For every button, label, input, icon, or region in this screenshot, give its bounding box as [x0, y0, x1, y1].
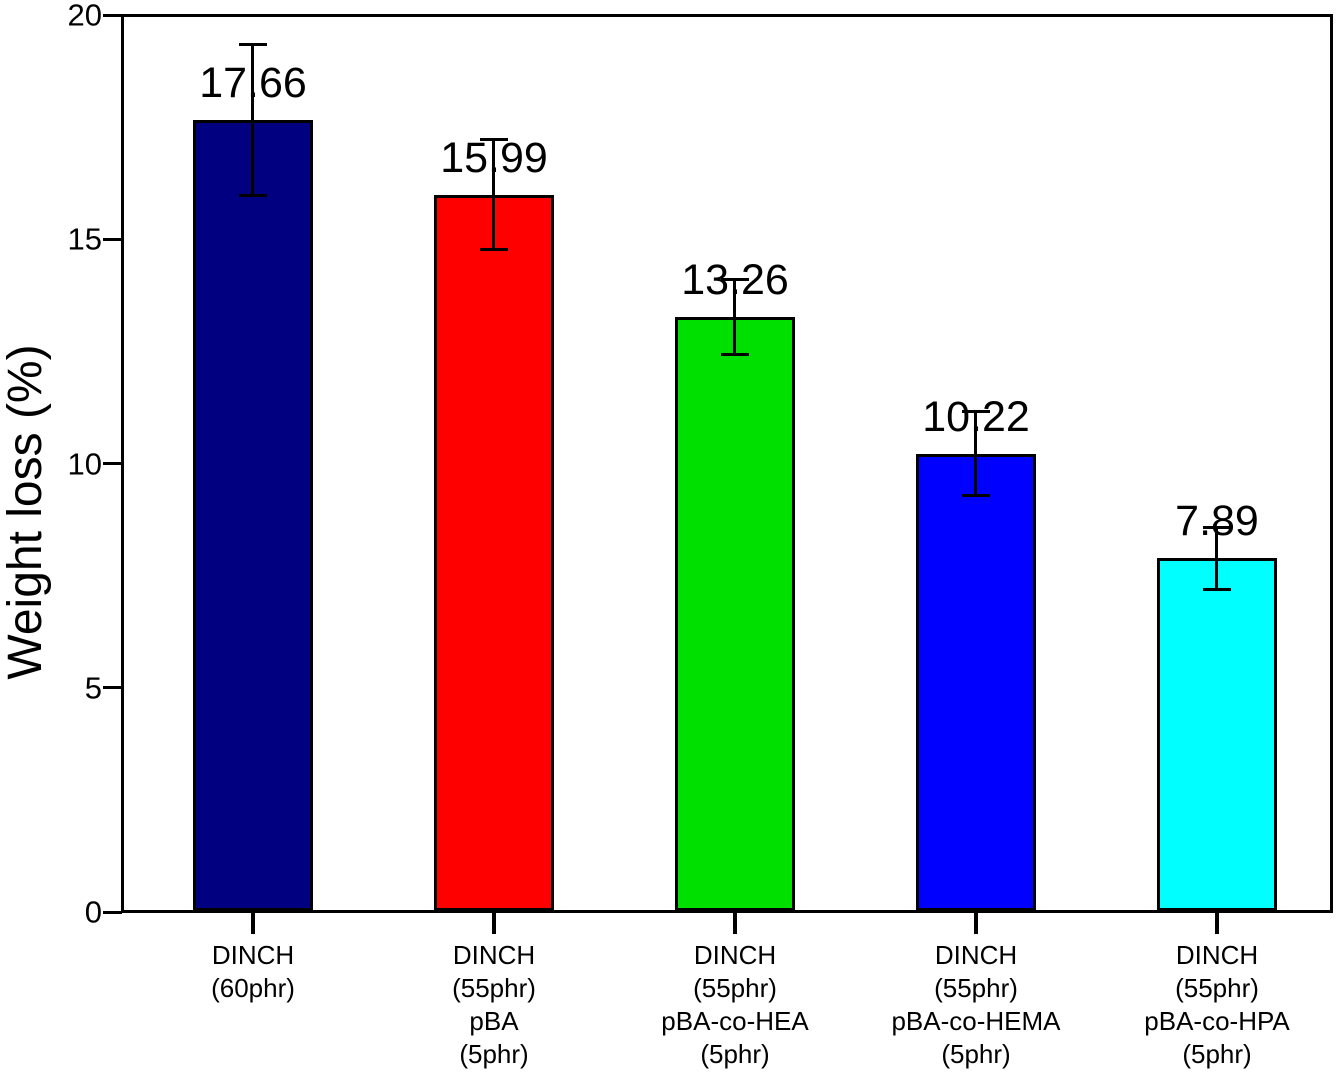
y-axis-tick [103, 13, 122, 17]
error-bar-cap-bottom [1203, 587, 1231, 591]
x-axis-tick [251, 913, 255, 934]
x-axis-tick [1215, 913, 1219, 934]
error-bar-cap-bottom [239, 194, 267, 198]
y-axis-tick [103, 462, 122, 465]
x-category-label-line: (55phr) [934, 973, 1018, 1003]
y-axis-tick [103, 910, 122, 914]
x-category-label: DINCH (60phr) [211, 939, 295, 1005]
bar-value-label: 7.89 [1175, 497, 1259, 546]
x-category-label: DINCH (55phr) pBA-co-HEA (5phr) [661, 939, 808, 1071]
x-category-label: DINCH (55phr) pBA-co-HPA (5phr) [1144, 939, 1289, 1071]
error-bar-cap-top [480, 138, 508, 142]
x-category-label-line: (5phr) [941, 1039, 1011, 1069]
x-category-label-line: DINCH [934, 940, 1018, 970]
error-bar-cap-top [1203, 525, 1231, 529]
y-axis-tick-label: 20 [67, 0, 102, 33]
y-axis-tick-label: 5 [84, 670, 102, 706]
error-bar-line [974, 411, 977, 497]
x-category-label: DINCH (55phr) pBA (5phr) [452, 939, 536, 1071]
y-axis-tick-label: 10 [67, 446, 102, 481]
y-axis-tick-label: 0 [84, 894, 102, 930]
x-category-label-line: (5phr) [700, 1039, 770, 1069]
x-category-label-line: DINCH [211, 940, 295, 970]
x-category-label-line: (55phr) [452, 973, 536, 1003]
x-category-label-line: DINCH [693, 940, 777, 970]
x-category-label-line: (55phr) [1175, 973, 1259, 1003]
bar [916, 453, 1036, 911]
bar [1157, 558, 1277, 911]
x-axis-tick [492, 913, 496, 934]
x-category-label-line: (5phr) [1182, 1039, 1252, 1069]
error-bar-line [733, 279, 736, 356]
bar-value-label: 15.99 [440, 133, 548, 182]
error-bar-cap-top [721, 278, 749, 282]
error-bar-line [492, 139, 495, 251]
x-category-label-line: DINCH [1175, 940, 1259, 970]
y-axis-tick [103, 237, 122, 241]
y-axis-title: Weight loss (%) [0, 344, 52, 680]
bar-value-label: 13.26 [681, 256, 789, 305]
plot-frame [121, 14, 1333, 913]
x-category-label-line: pBA [469, 1006, 519, 1036]
bar-value-label: 10.22 [922, 392, 1030, 441]
error-bar-cap-bottom [721, 353, 749, 357]
x-category-label: DINCH (55phr) pBA-co-HEMA (5phr) [891, 939, 1060, 1071]
error-bar-cap-bottom [480, 248, 508, 252]
error-bar-line [251, 43, 254, 197]
x-axis-tick [974, 913, 978, 934]
x-category-label-line: pBA-co-HPA [1144, 1006, 1290, 1036]
error-bar-cap-bottom [962, 494, 990, 498]
x-category-label-line: pBA-co-HEA [661, 1006, 809, 1036]
error-bar-cap-top [239, 42, 267, 46]
x-category-label-line: (60phr) [211, 973, 295, 1003]
y-axis-tick [103, 686, 122, 690]
error-bar-cap-top [962, 410, 990, 414]
y-axis-tick-label: 15 [67, 221, 102, 257]
bar [434, 194, 554, 911]
bar-value-label: 17.66 [199, 58, 307, 107]
x-category-label-line: DINCH [452, 940, 536, 970]
x-category-label-line: (5phr) [459, 1039, 529, 1069]
bar [675, 317, 795, 911]
x-category-label-line: (55phr) [693, 973, 777, 1003]
error-bar-line [1215, 526, 1218, 590]
x-category-label-line: pBA-co-HEMA [891, 1006, 1061, 1036]
x-axis-tick [733, 913, 737, 934]
bar [193, 119, 313, 911]
